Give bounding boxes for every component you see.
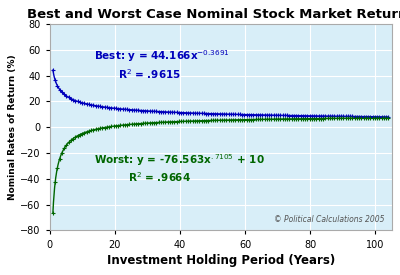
Text: © Political Calculations 2005: © Political Calculations 2005 xyxy=(274,215,385,224)
Title: Best and Worst Case Nominal Stock Market Returns: Best and Worst Case Nominal Stock Market… xyxy=(26,8,400,21)
Text: Best: y = 44.166x$^{-0.3691}$: Best: y = 44.166x$^{-0.3691}$ xyxy=(94,49,230,64)
Text: R$^{2}$ = .9615: R$^{2}$ = .9615 xyxy=(118,67,181,81)
Text: R$^{2}$ = .9664: R$^{2}$ = .9664 xyxy=(128,170,191,184)
X-axis label: Investment Holding Period (Years): Investment Holding Period (Years) xyxy=(106,254,335,267)
Text: Worst: y = -76.563x$^{.7105}$ + 10: Worst: y = -76.563x$^{.7105}$ + 10 xyxy=(94,152,265,168)
Y-axis label: Nominal Rates of Return (%): Nominal Rates of Return (%) xyxy=(8,54,17,200)
